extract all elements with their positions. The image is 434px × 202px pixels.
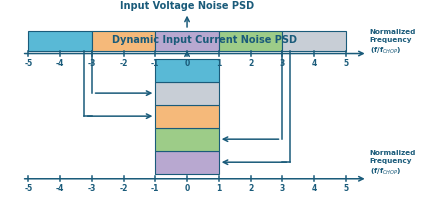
Text: 2: 2 (247, 59, 253, 68)
Text: Normalized
Frequency
(f/f$_{CHOP}$): Normalized Frequency (f/f$_{CHOP}$) (369, 150, 415, 177)
Text: 5: 5 (342, 184, 348, 193)
Text: -3: -3 (87, 59, 96, 68)
Bar (155, 82, 218, 105)
Text: 3: 3 (279, 184, 284, 193)
Bar (155, 151, 218, 174)
Bar (28, 31, 92, 51)
Bar (155, 128, 218, 151)
Text: Dynamic Input Current Noise PSD: Dynamic Input Current Noise PSD (112, 35, 296, 45)
Text: 1: 1 (216, 184, 221, 193)
Text: -4: -4 (56, 184, 64, 193)
Bar (92, 31, 155, 51)
Text: -2: -2 (119, 184, 128, 193)
Text: -3: -3 (87, 184, 96, 193)
Text: Normalized
Frequency
(f/f$_{CHOP}$): Normalized Frequency (f/f$_{CHOP}$) (369, 29, 415, 56)
Bar (155, 59, 218, 82)
Text: 2: 2 (247, 184, 253, 193)
Text: -1: -1 (151, 59, 159, 68)
Text: -5: -5 (24, 59, 32, 68)
Text: -2: -2 (119, 59, 128, 68)
Text: 5: 5 (342, 59, 348, 68)
Text: Input Voltage Noise PSD: Input Voltage Noise PSD (120, 1, 253, 11)
Text: 0: 0 (184, 59, 189, 68)
Text: 0: 0 (184, 184, 189, 193)
Bar (155, 31, 218, 51)
Text: -5: -5 (24, 184, 32, 193)
Text: 4: 4 (311, 59, 316, 68)
Text: -4: -4 (56, 59, 64, 68)
Text: 3: 3 (279, 59, 284, 68)
Bar (155, 105, 218, 128)
Bar (282, 31, 345, 51)
Bar (218, 31, 282, 51)
Text: 4: 4 (311, 184, 316, 193)
Text: 1: 1 (216, 59, 221, 68)
Text: -1: -1 (151, 184, 159, 193)
